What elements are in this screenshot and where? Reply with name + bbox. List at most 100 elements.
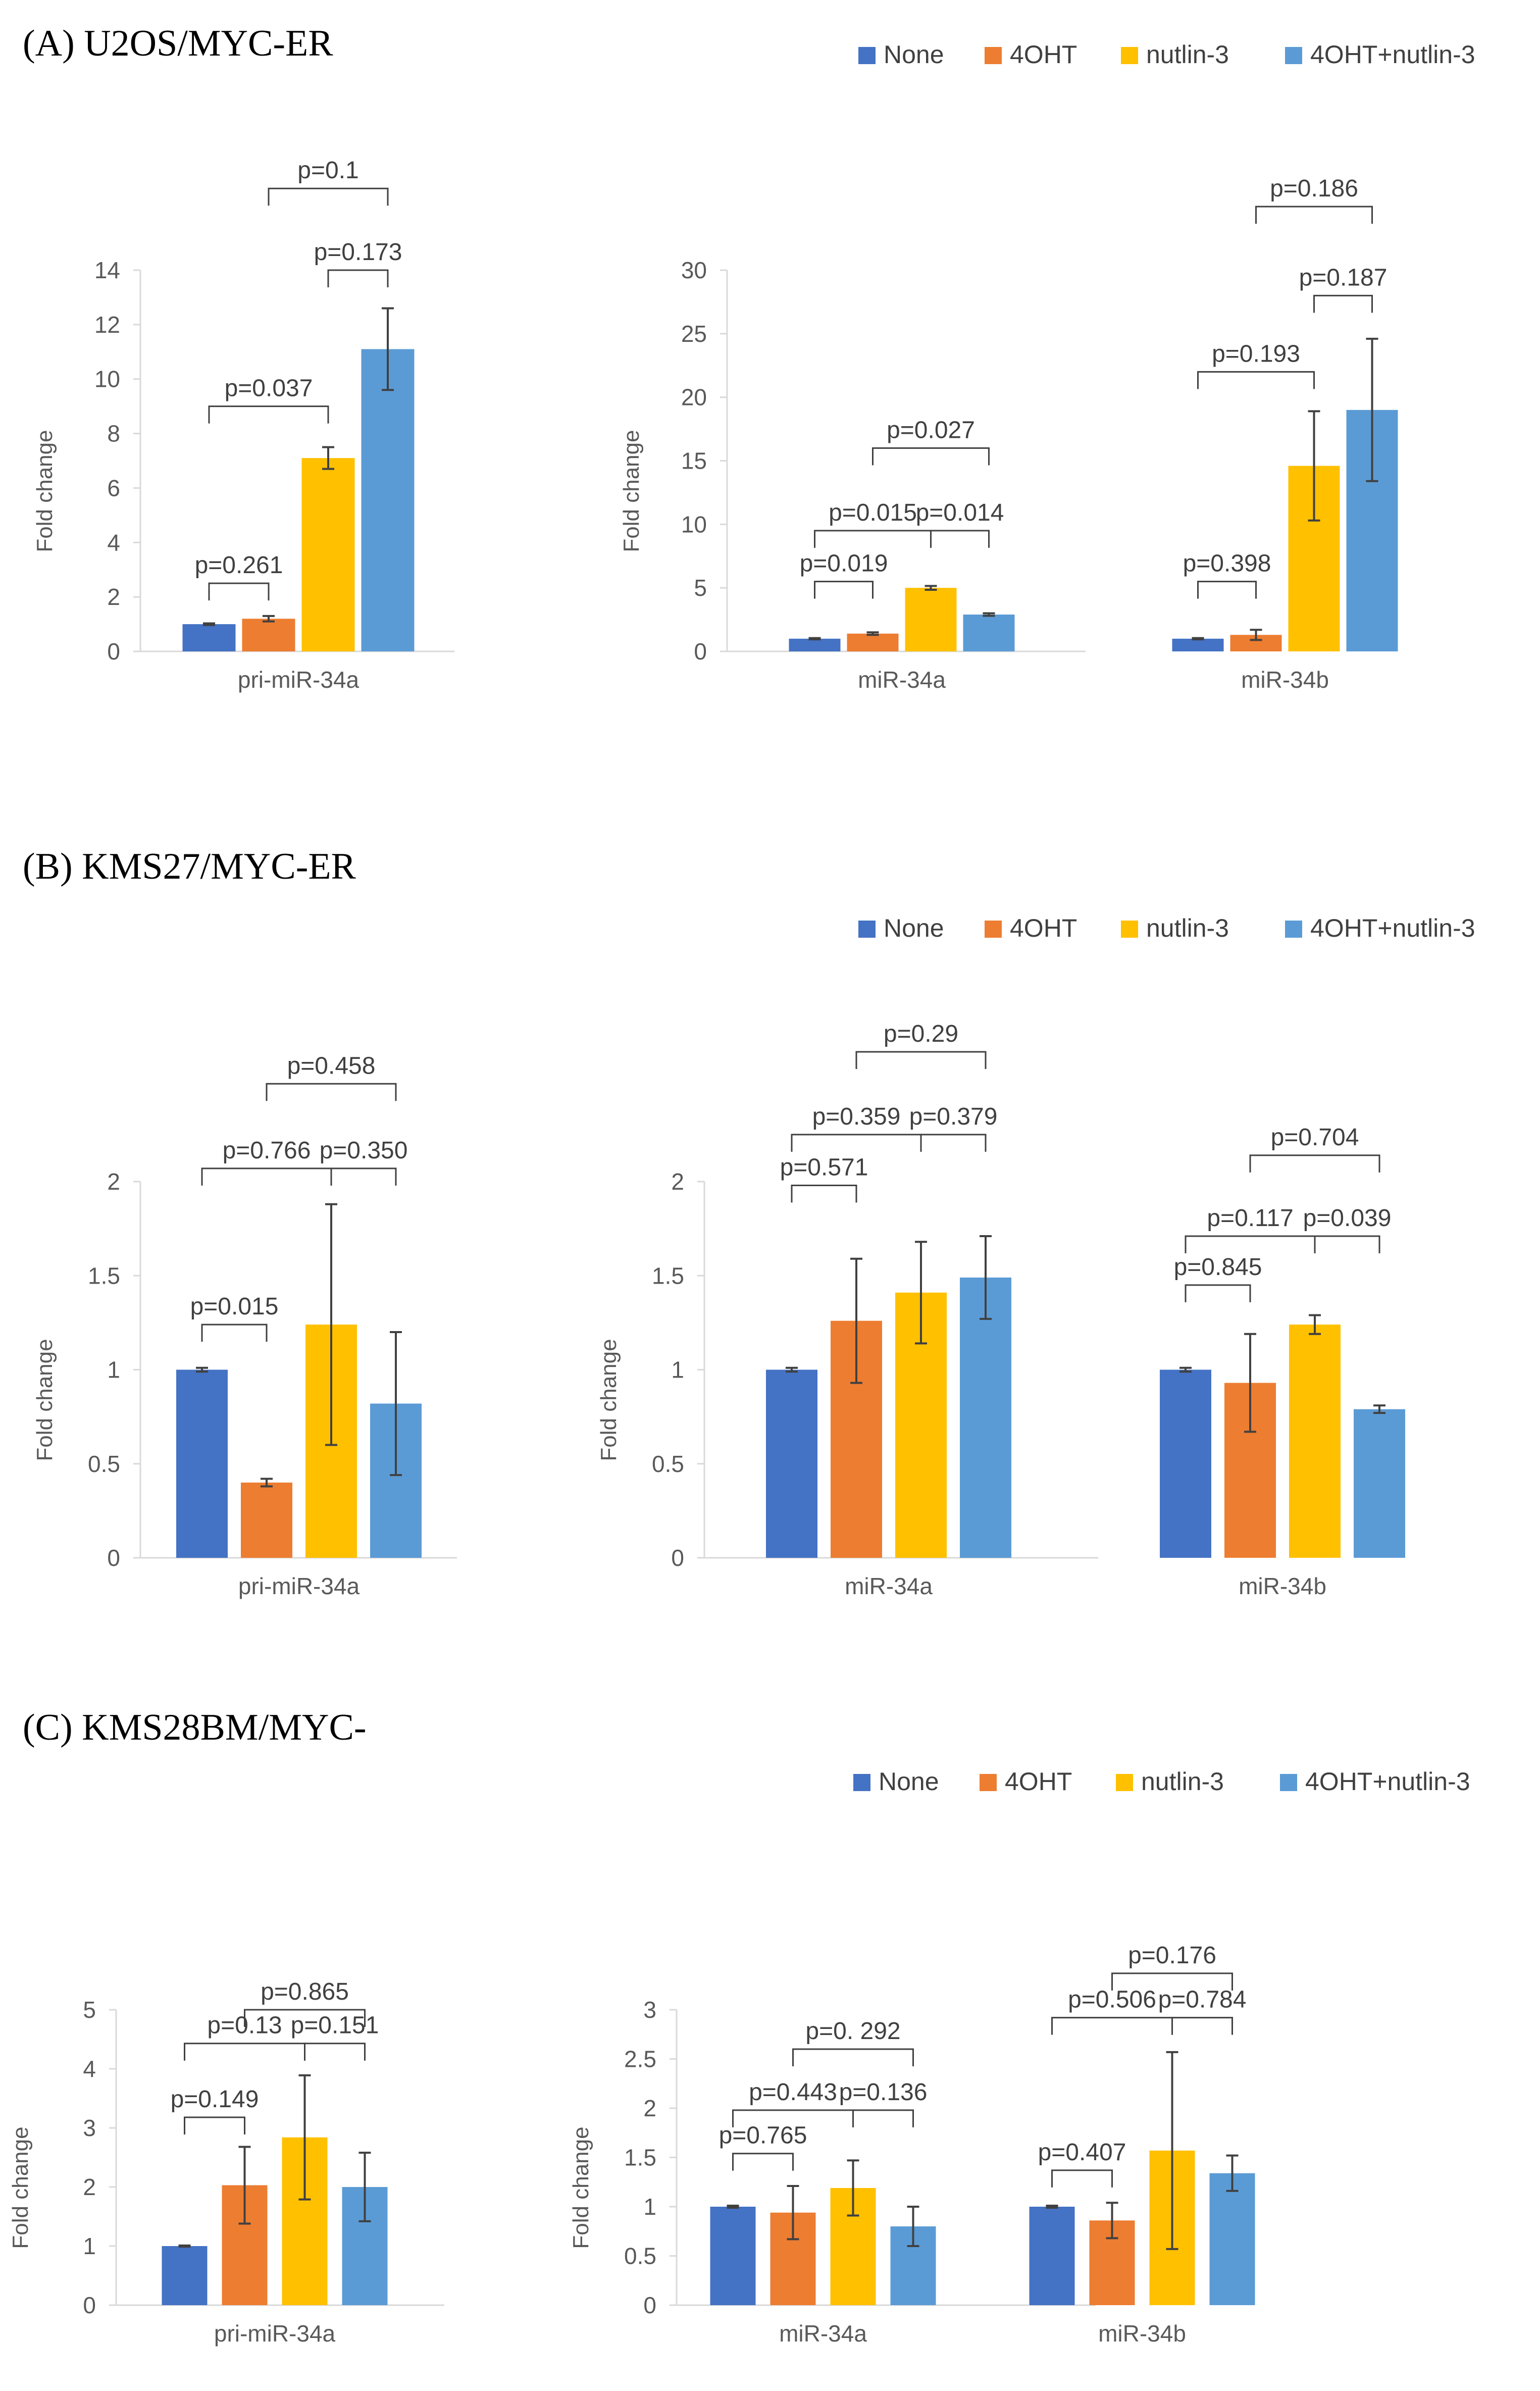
error-bar bbox=[866, 631, 879, 636]
p-value-label: p=0.766 bbox=[223, 1137, 311, 1164]
panel-2: (C) KMS28BM/MYC- None 4OHT nutlin-3 4OHT+nut… bbox=[8, 1707, 1470, 2347]
y-tick-label: 2.5 bbox=[624, 2046, 656, 2072]
error-bar bbox=[1166, 2051, 1178, 2250]
p-bracket: p=0.1 bbox=[268, 157, 389, 206]
y-tick-label: 0 bbox=[107, 638, 120, 665]
bar-4OHT+nutlin-3-miR-34b bbox=[1209, 2173, 1255, 2305]
bar-4OHT+nutlin-3-miR-34b bbox=[1354, 1409, 1405, 1558]
error-bar bbox=[196, 1366, 208, 1373]
y-tick-label: 3 bbox=[643, 1997, 656, 2023]
p-value-label: p=0.29 bbox=[884, 1021, 958, 1047]
chart-0-1: 0 5 10 15 20 25 30 Fold change miR-34a miR-34b p=0… bbox=[619, 175, 1398, 693]
y-tick-label: 1.5 bbox=[652, 1262, 684, 1289]
y-tick-label: 6 bbox=[107, 475, 120, 501]
p-value-label: p=0.865 bbox=[261, 1978, 349, 2005]
legend-label: 4OHT+nutlin-3 bbox=[1310, 914, 1475, 942]
p-bracket: p=0.766 bbox=[201, 1137, 332, 1186]
legend: None 4OHT nutlin-3 4OHT+nutlin-3 bbox=[853, 1767, 1470, 1796]
p-bracket: p=0.350 bbox=[320, 1137, 408, 1186]
bar-None-miR-34b bbox=[1172, 638, 1224, 651]
bracket-line bbox=[791, 1184, 857, 1203]
p-bracket: p=0.136 bbox=[839, 2079, 927, 2127]
p-value-label: p=0.027 bbox=[887, 417, 975, 443]
legend-swatch bbox=[1116, 1774, 1133, 1791]
bar-None-miR-34b bbox=[1029, 2207, 1075, 2305]
y-tick-label: 20 bbox=[681, 384, 707, 411]
bracket-line bbox=[1313, 294, 1373, 313]
bracket-line bbox=[1051, 2017, 1173, 2035]
p-bracket: p=0.193 bbox=[1197, 340, 1315, 389]
error-bar bbox=[1226, 2154, 1239, 2192]
p-value-label: p=0.398 bbox=[1183, 550, 1271, 577]
p-bracket: p=0.176 bbox=[1111, 1942, 1233, 1991]
bracket-line bbox=[930, 530, 990, 548]
p-bracket: p=0.039 bbox=[1303, 1205, 1391, 1254]
bracket-line bbox=[1051, 2169, 1113, 2187]
y-tick-label: 3 bbox=[83, 2115, 96, 2141]
legend-swatch bbox=[985, 921, 1002, 938]
x-tick-label: miR-34a bbox=[858, 667, 946, 693]
y-tick-label: 4 bbox=[83, 2056, 96, 2082]
bracket-line bbox=[268, 187, 389, 206]
legend-label: 4OHT bbox=[1005, 1767, 1072, 1796]
bar-4OHT-pri-miR-34a bbox=[241, 1483, 292, 1558]
y-axis-label: Fold change bbox=[32, 1339, 57, 1461]
y-tick-label: 2 bbox=[107, 584, 120, 610]
bar-None-miR-34b bbox=[1160, 1369, 1211, 1558]
p-value-label: p=0.506 bbox=[1068, 1987, 1156, 2013]
panel-1: (B) KMS27/MYC-ER None 4OHT nutlin-3 4OHT+nut… bbox=[23, 846, 1475, 1599]
panel-title: (C) KMS28BM/MYC- bbox=[23, 1707, 367, 1748]
y-tick-label: 0.5 bbox=[652, 1451, 684, 1477]
x-tick-label: pri-miR-34a bbox=[238, 1573, 360, 1599]
p-value-label: p=0.350 bbox=[320, 1137, 408, 1164]
p-bracket: p=0.117 bbox=[1185, 1205, 1316, 1254]
panels: (A) U2OS/MYC-ER None 4OHT nutlin-3 4OHT+nutl… bbox=[8, 23, 1475, 2347]
y-tick-label: 0 bbox=[83, 2292, 96, 2318]
y-tick-label: 12 bbox=[94, 312, 120, 338]
p-value-label: p=0.379 bbox=[909, 1103, 998, 1130]
bracket-line bbox=[1185, 1235, 1316, 1254]
bar-nutlin-3-pri-miR-34a bbox=[301, 458, 355, 651]
error-bar bbox=[1179, 1366, 1192, 1373]
legend: None 4OHT nutlin-3 4OHT+nutlin-3 bbox=[858, 40, 1475, 69]
x-tick-label: miR-34a bbox=[845, 1573, 933, 1599]
p-bracket: p=0.015 bbox=[190, 1293, 278, 1342]
legend-swatch bbox=[1285, 921, 1302, 938]
x-tick-label: miR-34b bbox=[1098, 2320, 1186, 2347]
y-tick-label: 2 bbox=[83, 2174, 96, 2200]
legend-label: nutlin-3 bbox=[1146, 914, 1229, 942]
bar-4OHT+nutlin-3-pri-miR-34a bbox=[361, 349, 415, 651]
panel-0: (A) U2OS/MYC-ER None 4OHT nutlin-3 4OHT+nutl… bbox=[23, 23, 1475, 693]
y-tick-label: 4 bbox=[107, 529, 120, 555]
y-tick-label: 0.5 bbox=[624, 2243, 656, 2269]
p-value-label: p=0.151 bbox=[291, 2012, 379, 2039]
y-tick-label: 0.5 bbox=[88, 1451, 120, 1477]
p-bracket: p=0. 292 bbox=[792, 2018, 914, 2066]
bracket-line bbox=[732, 2153, 794, 2171]
p-value-label: p=0.765 bbox=[719, 2122, 807, 2149]
p-value-label: p=0.176 bbox=[1128, 1942, 1216, 1969]
p-value-label: p=0.187 bbox=[1299, 264, 1388, 291]
p-bracket: p=0.187 bbox=[1299, 264, 1388, 313]
error-bar bbox=[263, 615, 275, 623]
bar-4OHT+nutlin-3-miR-34a bbox=[960, 1277, 1011, 1558]
legend-label: nutlin-3 bbox=[1146, 40, 1229, 69]
legend-label: 4OHT bbox=[1010, 914, 1077, 942]
error-bar bbox=[1373, 1404, 1385, 1414]
error-bar bbox=[1106, 2202, 1118, 2240]
p-bracket: p=0.014 bbox=[916, 499, 1004, 548]
p-bracket: p=0.186 bbox=[1255, 175, 1373, 224]
y-tick-label: 1 bbox=[83, 2233, 96, 2259]
error-bar bbox=[847, 2159, 859, 2217]
y-tick-label: 0 bbox=[107, 1545, 120, 1571]
bar-None-miR-34a bbox=[766, 1369, 817, 1558]
y-tick-label: 1 bbox=[643, 2194, 656, 2220]
error-bar bbox=[1244, 1333, 1256, 1433]
legend-swatch bbox=[858, 47, 876, 64]
bracket-line bbox=[791, 1134, 922, 1152]
y-tick-label: 15 bbox=[681, 448, 707, 474]
bracket-line bbox=[814, 530, 932, 548]
bar-None-pri-miR-34a bbox=[182, 624, 236, 651]
bracket-line bbox=[792, 2048, 914, 2066]
